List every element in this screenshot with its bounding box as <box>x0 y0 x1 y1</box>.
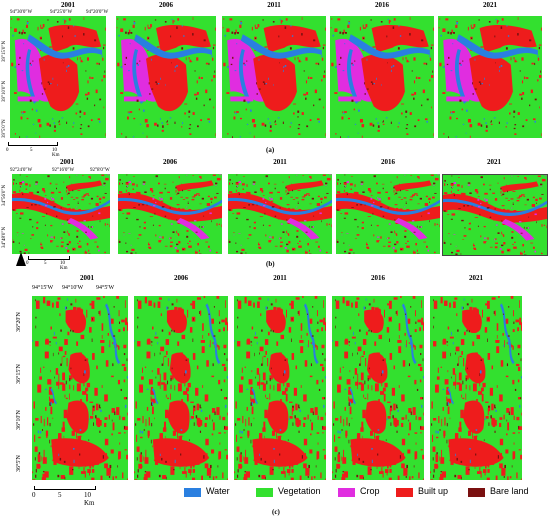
longitude-label: 94°30'0"W <box>10 10 33 15</box>
latitude-label: 36°20'N <box>16 312 22 332</box>
latitude-label: 39°5'0"N <box>2 119 7 138</box>
legend-label: Built up <box>418 486 449 496</box>
legend-label: Bare land <box>490 486 529 496</box>
latitude-label: 36°5'N <box>16 455 22 472</box>
year-label: 2021 <box>483 1 497 9</box>
panel-label: (b) <box>266 260 275 268</box>
scale-tick: 10 Km <box>84 491 95 507</box>
year-label: 2016 <box>375 1 389 9</box>
land-cover-map <box>234 296 326 480</box>
land-cover-map <box>228 174 332 254</box>
land-cover-map <box>10 16 106 138</box>
scale-tick: 5 <box>58 491 62 499</box>
longitude-label: 92°24'0"W <box>10 168 33 173</box>
scale-tick: 0 <box>26 261 29 266</box>
scale-tick: 10 Km <box>60 261 68 271</box>
longitude-label: 94°20'0"W <box>86 10 109 15</box>
land-cover-map <box>118 174 222 254</box>
scale-tick: 5 <box>44 261 47 266</box>
year-label: 2016 <box>371 274 385 282</box>
year-label: 2001 <box>61 1 75 9</box>
year-label: 2011 <box>267 1 281 9</box>
panel-label: (c) <box>272 508 280 516</box>
legend-label: Vegetation <box>278 486 321 496</box>
land-cover-map <box>430 296 522 480</box>
scale-tick: 0 <box>32 491 36 499</box>
year-label: 2011 <box>273 274 287 282</box>
longitude-label: 92°16'0"W <box>52 168 75 173</box>
year-label: 2006 <box>174 274 188 282</box>
legend-label: Water <box>206 486 230 496</box>
scale-bar-line <box>34 486 96 490</box>
land-cover-map <box>32 296 128 480</box>
longitude-label: 92°8'0"W <box>90 168 110 173</box>
land-cover-map <box>442 174 548 256</box>
land-cover-map <box>222 16 326 138</box>
longitude-label: 94°15'W <box>32 285 54 291</box>
scale-tick: 5 <box>30 148 33 153</box>
year-label: 2006 <box>163 158 177 166</box>
north-arrow-icon <box>16 252 26 266</box>
legend-swatch-vegetation <box>256 488 273 497</box>
legend-swatch-water <box>184 488 201 497</box>
land-cover-map <box>330 16 434 138</box>
latitude-label: 39°15'0"N <box>2 40 7 62</box>
scale-tick: 10 Km <box>52 148 60 158</box>
year-label: 2016 <box>381 158 395 166</box>
year-label: 2011 <box>273 158 287 166</box>
year-label: 2006 <box>159 1 173 9</box>
land-cover-map <box>332 296 424 480</box>
latitude-label: 34°48'0"N <box>2 226 7 248</box>
panel-label: (a) <box>266 146 275 154</box>
land-cover-map <box>438 16 542 138</box>
year-label: 2001 <box>80 274 94 282</box>
year-label: 2021 <box>487 158 501 166</box>
legend-swatch-crop <box>338 488 355 497</box>
legend-label: Crop <box>360 486 380 496</box>
year-label: 2001 <box>60 158 74 166</box>
land-cover-map <box>116 16 216 138</box>
longitude-label: 94°25'0"W <box>50 10 73 15</box>
scale-bar-line <box>28 256 70 260</box>
latitude-label: 36°10'N <box>16 410 22 430</box>
latitude-label: 34°56'0"N <box>2 184 7 206</box>
longitude-label: 94°10'W <box>62 285 84 291</box>
scale-tick: 0 <box>6 148 9 153</box>
latitude-label: 36°15'N <box>16 364 22 384</box>
legend-swatch-built-up <box>396 488 413 497</box>
longitude-label: 94°5'W <box>96 285 115 291</box>
year-label: 2021 <box>469 274 483 282</box>
land-cover-map <box>12 174 110 254</box>
land-cover-map <box>134 296 228 480</box>
land-cover-map <box>336 174 440 254</box>
legend-swatch-bare-land <box>468 488 485 497</box>
scale-bar-line <box>8 142 58 146</box>
latitude-label: 39°10'0"N <box>2 80 7 102</box>
